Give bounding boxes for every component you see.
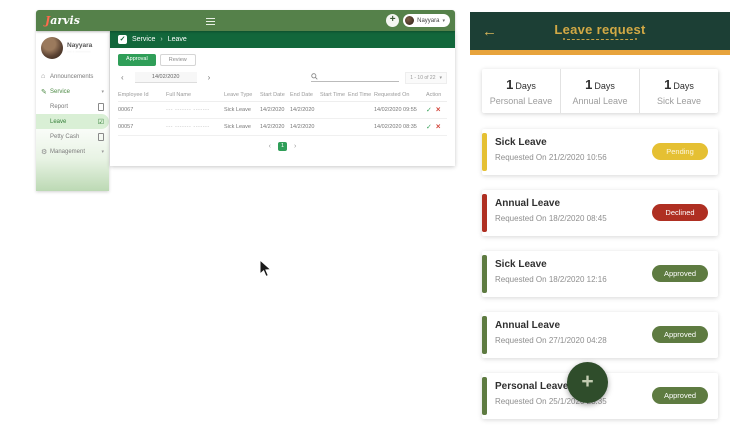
date-picker[interactable]: 14/02/2020 (134, 72, 197, 83)
status-badge: Declined (652, 204, 708, 221)
tab-approval[interactable]: Approval (118, 54, 156, 66)
status-badge: Approved (652, 326, 708, 343)
chevron-down-icon: ▾ (439, 74, 442, 81)
cell-employee-id: 00067 (118, 107, 134, 113)
leave-request-card[interactable]: Sick Leave Requested On 18/2/2020 12:16 … (482, 251, 718, 297)
breadcrumb: ✓ Service › Leave (110, 31, 455, 48)
profile-block: Nayyara ··· · ·········· (36, 35, 109, 65)
leave-request-card[interactable]: Annual Leave Requested On 27/1/2020 04:2… (482, 312, 718, 358)
sidebar-item-announcements[interactable]: ⌂ Announcements (41, 73, 94, 80)
cell-end-date: 14/2/2020 (290, 107, 315, 113)
sidebar-item-service[interactable]: ✎ Service ▾ (41, 88, 104, 96)
avatar (405, 16, 415, 25)
chevron-down-icon: ▾ (442, 17, 445, 24)
reject-icon[interactable]: × (435, 105, 441, 114)
search-input[interactable] (320, 73, 399, 80)
document-icon (98, 132, 104, 141)
leave-request-card[interactable]: Sick Leave Requested On 21/2/2020 10:56 … (482, 129, 718, 175)
summary-annual-leave: 1 Days Annual Leave (560, 69, 639, 113)
sidebar: Nayyara ··· · ·········· ⌂ Announcements… (36, 31, 109, 191)
profile-avatar (41, 37, 63, 59)
cell-employee-id: 00057 (118, 124, 134, 130)
desktop-body: Nayyara ··· · ·········· ⌂ Announcements… (36, 31, 455, 191)
table-controls: ‹ 14/02/2020 › 1 - 10 of 22 (118, 71, 447, 84)
desktop-topbar: Jarvis + Nayyara ▾ (36, 10, 455, 31)
chevron-icon: ▾ (101, 88, 104, 95)
cell-end-date: 14/2/2020 (290, 124, 315, 130)
home-icon: ⌂ (41, 73, 46, 80)
cell-requested-on: 14/02/2020 09:55 (374, 107, 417, 113)
search-box (311, 73, 400, 82)
cell-actions: ✓ × (426, 105, 447, 115)
breadcrumb-page: Leave (167, 36, 187, 43)
accent-bar (470, 50, 730, 55)
pencil-icon: ✎ (41, 88, 47, 96)
gear-icon: ⚙ (41, 148, 48, 156)
sidebar-item-report[interactable]: Report (36, 99, 109, 114)
checkbox-icon: ☑ (97, 118, 104, 126)
mobile-header: ← Leave request (470, 12, 730, 50)
summary-sick-leave: 1 Days Sick Leave (639, 69, 718, 113)
user-name: Nayyara (417, 17, 440, 24)
checkbox-icon: ✓ (118, 35, 127, 44)
approve-icon[interactable]: ✓ (426, 124, 432, 131)
cell-start-date: 14/2/2020 (260, 124, 285, 130)
sidebar-item-petty-cash[interactable]: Petty Cash (36, 129, 109, 144)
hamburger-menu-icon[interactable] (206, 18, 215, 27)
document-icon (98, 102, 104, 111)
user-menu[interactable]: Nayyara ▾ (403, 14, 450, 27)
topbar-actions: + Nayyara ▾ (386, 14, 450, 27)
page-current[interactable]: 1 (278, 142, 287, 151)
mobile-app-screen: ← Leave request 1 Days Personal Leave 1 Da… (470, 12, 730, 433)
cell-full-name: --- ------- ------- (166, 107, 210, 113)
sidebar-item-management[interactable]: ⚙ Management ▾ (41, 148, 104, 156)
summary-personal-leave: 1 Days Personal Leave (489, 77, 553, 106)
leave-balance-summary: 1 Days Personal Leave 1 Days Annual Leave … (482, 69, 718, 113)
sidebar-menu: ⌂ Announcements ✎ Service ▾ Report Leave (36, 69, 109, 159)
cell-start-date: 14/2/2020 (260, 107, 285, 113)
cell-leave-type: Sick Leave (224, 107, 251, 113)
date-prev-button[interactable]: ‹ (121, 73, 124, 82)
page-title: Leave request (554, 22, 646, 37)
cell-full-name: --- ------- ------- (166, 124, 210, 130)
approve-icon[interactable]: ✓ (426, 107, 432, 114)
table-row: 00067 --- ------- ------- Sick Leave 14/… (118, 102, 447, 119)
tab-bar: Approval Review (118, 54, 455, 66)
add-button[interactable]: + (386, 14, 400, 27)
main-content: ✓ Service › Leave Approval Review ‹ 14/0… (110, 31, 455, 166)
page-next-button[interactable]: › (294, 143, 297, 150)
breadcrumb-separator-icon: › (160, 36, 163, 43)
search-icon (311, 73, 318, 80)
table-row: 00057 --- ------- ------- Sick Leave 14/… (118, 119, 447, 136)
jarvis-logo: Jarvis (45, 14, 80, 27)
sidebar-item-leave[interactable]: Leave ☑ (36, 114, 109, 129)
table-header-row: Employee Id Full Name Leave Type Start D… (118, 89, 447, 102)
cell-actions: ✓ × (426, 122, 447, 132)
cell-requested-on: 14/02/2020 08:35 (374, 124, 417, 130)
status-badge: Pending (652, 143, 708, 160)
reject-icon[interactable]: × (435, 122, 441, 131)
page-size-dropdown[interactable]: 1 - 10 of 22 ▾ (405, 71, 447, 84)
profile-name: Nayyara (67, 42, 93, 49)
add-leave-fab[interactable]: + (567, 362, 608, 403)
status-badge: Approved (652, 265, 708, 282)
pagination: ‹ 1 › (118, 142, 447, 151)
cell-leave-type: Sick Leave (224, 124, 251, 130)
profile-subtitle: ··· · ·········· (67, 49, 91, 54)
page-prev-button[interactable]: ‹ (268, 143, 271, 150)
desktop-app-window: Jarvis + Nayyara ▾ Nayyara ··· · ·······… (36, 10, 455, 191)
leave-table: Employee Id Full Name Leave Type Start D… (118, 89, 447, 151)
status-badge: Approved (652, 387, 708, 404)
chevron-icon: ▾ (101, 148, 104, 155)
mouse-cursor (259, 259, 273, 278)
breadcrumb-section[interactable]: Service (132, 36, 156, 43)
back-arrow-icon[interactable]: ← (482, 22, 497, 40)
date-next-button[interactable]: › (207, 73, 211, 82)
title-underline (563, 38, 637, 40)
tab-review[interactable]: Review (159, 54, 196, 66)
leave-request-card[interactable]: Annual Leave Requested On 18/2/2020 08:4… (482, 190, 718, 236)
